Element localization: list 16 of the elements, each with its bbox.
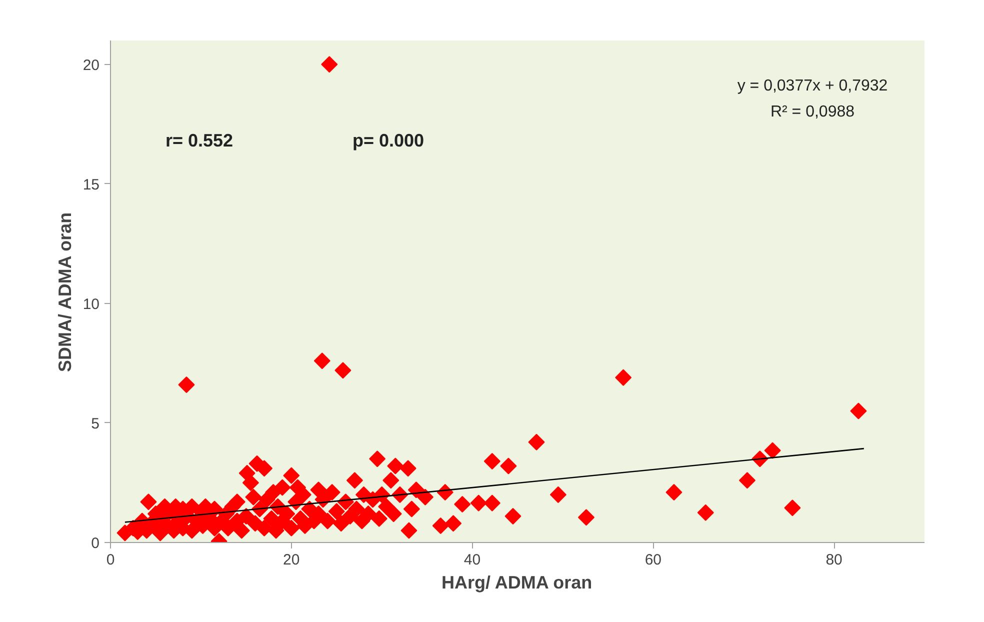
y-tick-label: 15 bbox=[82, 176, 100, 194]
annotation: R² = 0,0988 bbox=[770, 104, 855, 120]
y-tick-label: 5 bbox=[91, 415, 100, 432]
annotation: p= 0.000 bbox=[352, 130, 424, 150]
x-tick-label: 80 bbox=[826, 552, 842, 568]
x-tick-label: 0 bbox=[106, 552, 115, 568]
y-tick-label: 10 bbox=[82, 296, 100, 313]
y-axis-title: SDMA/ ADMA oran bbox=[54, 212, 75, 372]
x-axis-title: HArg/ ADMA oran bbox=[442, 572, 592, 592]
annotation: y = 0,0377x + 0,7932 bbox=[737, 78, 888, 94]
y-tick-label: 0 bbox=[91, 535, 100, 552]
y-tick-label: 20 bbox=[82, 56, 100, 74]
x-tick-label: 20 bbox=[283, 552, 300, 568]
annotation: r= 0.552 bbox=[166, 130, 234, 150]
x-tick-label: 60 bbox=[644, 552, 662, 568]
x-tick-label: 40 bbox=[464, 552, 481, 568]
